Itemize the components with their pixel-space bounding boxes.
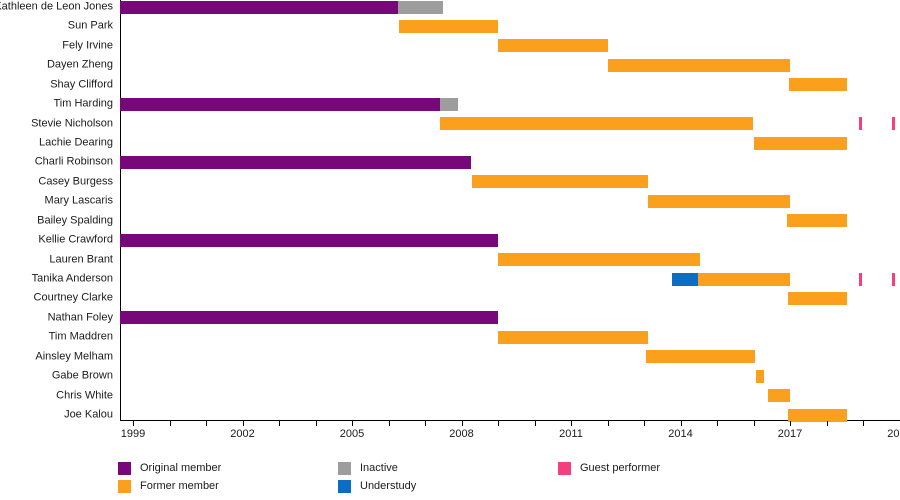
timeline-bar-former bbox=[472, 175, 648, 189]
axis-tick bbox=[863, 421, 864, 426]
member-name: Tanika Anderson bbox=[31, 272, 113, 285]
legend-swatch-original bbox=[118, 462, 131, 475]
timeline-bar-former bbox=[756, 369, 765, 383]
timeline-bar-original bbox=[120, 155, 471, 169]
axis-tick bbox=[826, 421, 828, 426]
member-name: Lachie Dearing bbox=[39, 136, 113, 149]
axis-tick bbox=[498, 421, 499, 426]
timeline-bar-original bbox=[120, 233, 498, 247]
guest-performance-mark bbox=[858, 272, 862, 286]
timeline-bar-understudy bbox=[672, 272, 698, 286]
axis-tick bbox=[352, 421, 353, 426]
timeline-bar-inactive bbox=[439, 97, 458, 111]
timeline-bar-former bbox=[788, 291, 847, 305]
axis-tick bbox=[607, 421, 609, 426]
timeline-bar-original bbox=[120, 311, 498, 325]
member-name: Dayen Zheng bbox=[46, 58, 113, 71]
timeline-bar-former bbox=[498, 330, 648, 344]
timeline-bar-original bbox=[120, 97, 440, 111]
axis-tick bbox=[133, 421, 134, 426]
guest-performance-mark bbox=[892, 272, 896, 286]
timeline-bar-former bbox=[753, 136, 847, 150]
member-name: Ainsley Melham bbox=[35, 350, 113, 363]
timeline-bar-inactive bbox=[397, 0, 444, 14]
axis-tick bbox=[534, 421, 536, 426]
axis-tick bbox=[753, 421, 755, 426]
legend-label-guest: Guest performer bbox=[580, 462, 661, 474]
x-axis-line bbox=[120, 420, 900, 421]
axis-year-label: 2011 bbox=[559, 428, 583, 440]
timeline-bar-former bbox=[698, 272, 790, 286]
legend-label-former: Former member bbox=[140, 480, 219, 492]
member-name: Tim Harding bbox=[53, 97, 114, 110]
timeline-bar-former bbox=[788, 408, 847, 422]
member-name: Kellie Crawford bbox=[38, 233, 113, 246]
timeline-bar-former bbox=[768, 389, 790, 403]
member-name: Stevie Nicholson bbox=[31, 117, 113, 130]
member-name: Bailey Spalding bbox=[37, 214, 113, 227]
axis-tick bbox=[680, 421, 682, 426]
axis-year-label: 2017 bbox=[777, 428, 803, 440]
axis-year-label: 2002 bbox=[230, 428, 255, 440]
y-axis-line bbox=[120, 0, 121, 421]
legend-swatch-guest bbox=[558, 462, 571, 475]
axis-tick bbox=[388, 421, 390, 426]
timeline-bar-former bbox=[439, 117, 754, 131]
axis-tick bbox=[790, 421, 791, 426]
timeline-bar-former bbox=[647, 194, 790, 208]
legend-swatch-inactive bbox=[338, 462, 351, 475]
member-name: Lauren Brant bbox=[49, 253, 113, 266]
member-name: Kathleen de Leon Jones bbox=[0, 0, 113, 13]
axis-year-label: 1999 bbox=[120, 428, 146, 440]
timeline-bar-original bbox=[120, 0, 398, 14]
axis-tick bbox=[242, 421, 244, 426]
timeline-bar-former bbox=[498, 39, 608, 53]
timeline-bar-former bbox=[787, 214, 847, 228]
axis-year-label: 2005 bbox=[339, 428, 365, 440]
member-name: Gabe Brown bbox=[51, 369, 113, 382]
member-name: Joe Kalou bbox=[64, 408, 113, 421]
member-name: Chris White bbox=[56, 389, 113, 402]
axis-tick bbox=[279, 421, 280, 426]
member-name: Courtney Clarke bbox=[33, 291, 113, 304]
axis-tick bbox=[571, 421, 572, 426]
guest-performance-mark bbox=[858, 117, 862, 131]
legend-label-original: Original member bbox=[140, 462, 222, 474]
axis-tick bbox=[425, 421, 426, 426]
axis-tick bbox=[169, 421, 171, 426]
timeline-bar-former bbox=[645, 350, 756, 364]
timeline-bar-former bbox=[607, 58, 790, 72]
member-name: Charli Robinson bbox=[34, 155, 113, 168]
axis-year-label: 2014 bbox=[668, 428, 693, 440]
legend-label-inactive: Inactive bbox=[360, 462, 398, 474]
member-name: Fely Irvine bbox=[62, 39, 113, 52]
legend-label-understudy: Understudy bbox=[360, 480, 417, 492]
timeline-bar-former bbox=[788, 78, 847, 92]
axis-tick bbox=[461, 421, 463, 426]
member-name: Tim Maddren bbox=[48, 330, 113, 343]
guest-performance-mark bbox=[892, 117, 896, 131]
legend-swatch-understudy bbox=[338, 480, 351, 493]
axis-tick bbox=[206, 421, 207, 426]
member-name: Sun Park bbox=[67, 19, 113, 32]
legend-swatch-former bbox=[118, 480, 131, 493]
axis-tick bbox=[644, 421, 645, 426]
timeline-bar-former bbox=[498, 253, 700, 267]
timeline-bar-former bbox=[399, 19, 498, 33]
member-name: Shay Clifford bbox=[50, 78, 113, 91]
axis-year-label: 2020 bbox=[887, 428, 900, 440]
member-name: Mary Lascaris bbox=[44, 194, 113, 207]
member-name: Nathan Foley bbox=[47, 311, 113, 324]
axis-tick bbox=[717, 421, 718, 426]
member-name: Casey Burgess bbox=[38, 175, 113, 188]
axis-tick bbox=[315, 421, 317, 426]
axis-year-label: 2008 bbox=[449, 428, 474, 440]
